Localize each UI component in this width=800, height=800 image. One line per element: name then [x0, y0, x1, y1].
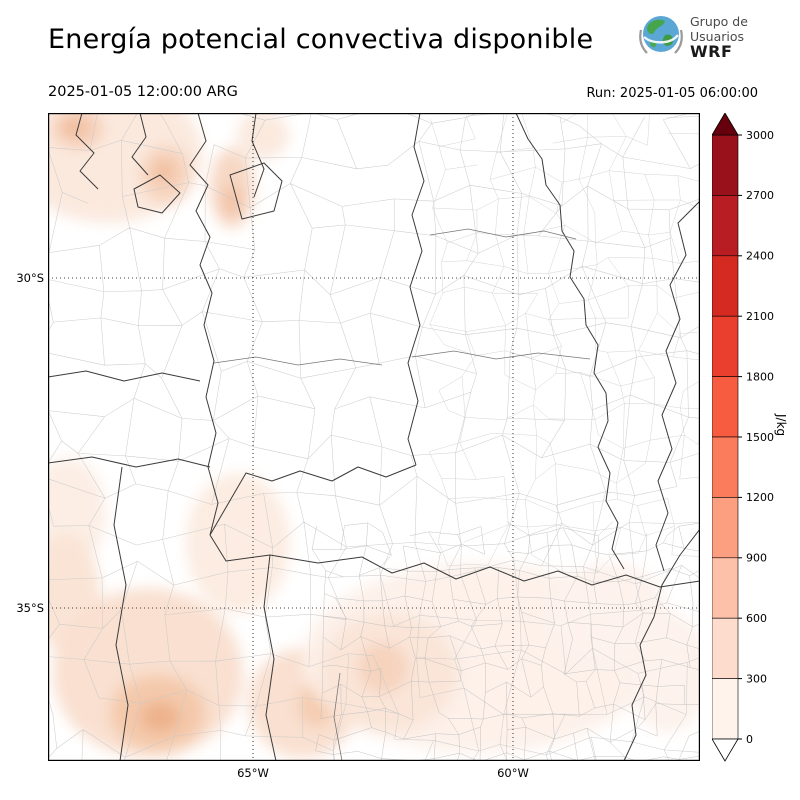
globe-icon	[638, 12, 684, 62]
svg-text:1200: 1200	[746, 491, 774, 504]
svg-text:2400: 2400	[746, 250, 774, 263]
lat-tick-35s: 35°S	[16, 601, 44, 615]
svg-text:2700: 2700	[746, 189, 774, 202]
lon-tick-65w: 65°W	[237, 766, 269, 780]
lon-tick-60w: 60°W	[497, 766, 529, 780]
svg-text:1500: 1500	[746, 431, 774, 444]
logo-org-line3: WRF	[690, 42, 733, 61]
cape-shading-layer	[48, 113, 700, 758]
svg-text:2100: 2100	[746, 310, 774, 323]
valid-time-label: 2025-01-05 12:00:00 ARG	[48, 84, 238, 100]
lat-tick-30s: 30°S	[16, 271, 44, 285]
colorbar: 3000 2700 2400 2100 1800 1500 1200 900 600 300 0	[711, 112, 800, 763]
wrf-logo: Grupo de Usuarios WRF	[638, 12, 748, 62]
colorbar-unit-label: J/kg	[774, 414, 788, 437]
svg-text:0: 0	[746, 733, 753, 746]
svg-text:600: 600	[746, 612, 767, 625]
svg-text:900: 900	[746, 552, 767, 565]
page-title: Energía potencial convectiva disponible	[48, 24, 594, 55]
graticule-gridlines	[48, 113, 700, 761]
map-plot	[48, 113, 700, 761]
logo-org-line2: Usuarios	[690, 29, 745, 44]
svg-text:300: 300	[746, 672, 767, 685]
logo-org-line1: Grupo de	[690, 14, 748, 29]
province-boundaries	[48, 113, 700, 761]
logo-text: Grupo de Usuarios WRF	[690, 14, 748, 60]
secondary-boundaries	[213, 228, 591, 761]
svg-text:1800: 1800	[746, 370, 774, 383]
svg-text:3000: 3000	[746, 129, 774, 142]
run-time-label: Run: 2025-01-05 06:00:00	[586, 86, 758, 101]
map-border	[48, 113, 700, 761]
